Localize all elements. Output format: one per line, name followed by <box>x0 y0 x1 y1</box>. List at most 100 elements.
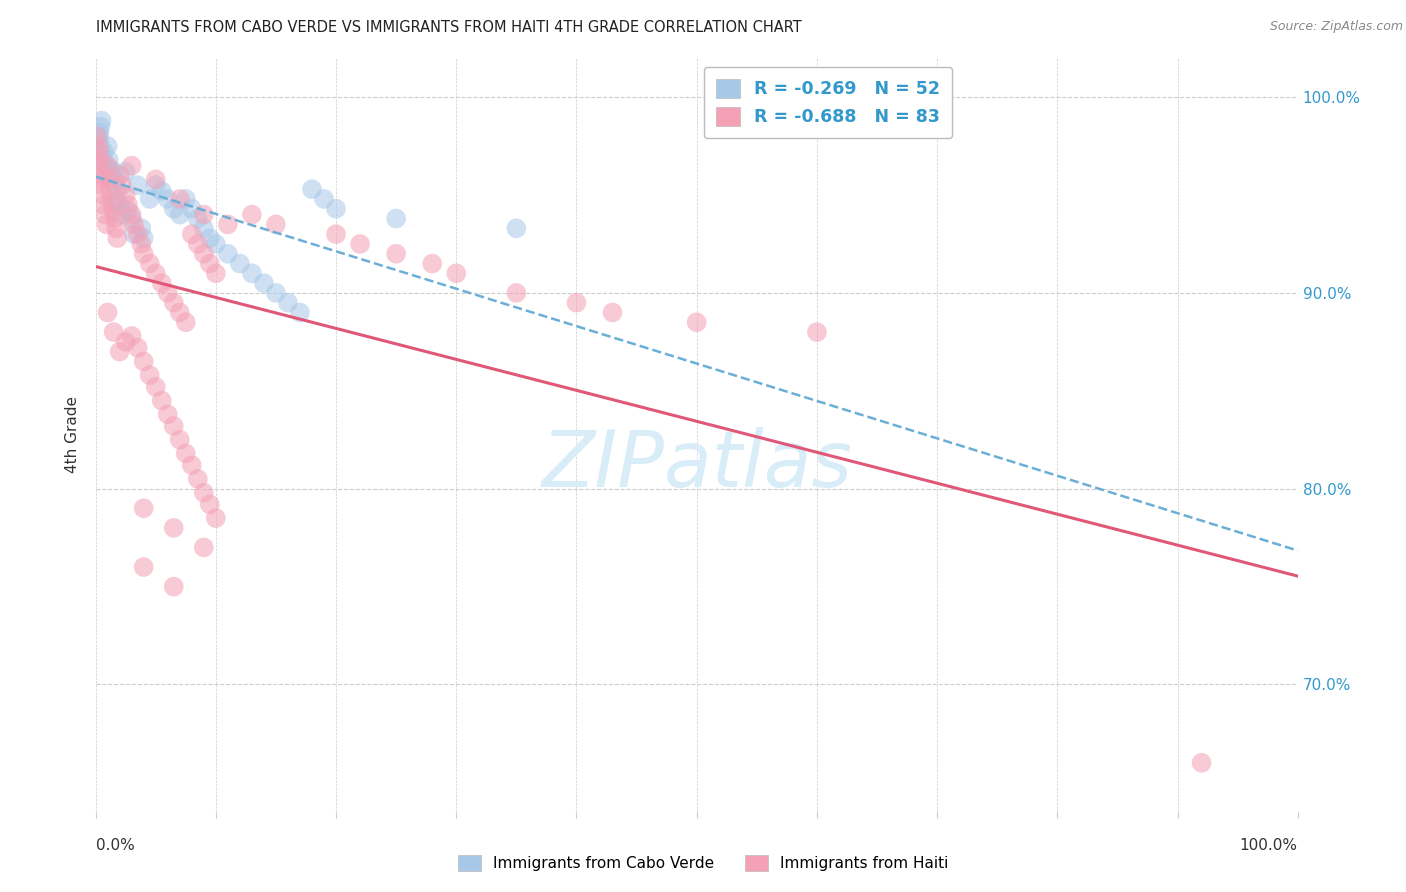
Point <box>89 129 111 144</box>
Point <box>100 172 122 186</box>
Point <box>93 198 115 212</box>
Text: ZIPatlas: ZIPatlas <box>541 427 852 503</box>
Point <box>312 192 335 206</box>
Point <box>180 227 202 242</box>
Text: 100.0%: 100.0% <box>1240 838 1298 853</box>
Point <box>264 285 287 300</box>
Point <box>97 153 120 167</box>
Point <box>132 231 155 245</box>
Point <box>87 139 110 153</box>
Point <box>198 256 221 270</box>
Point <box>180 202 202 216</box>
Point <box>169 208 191 222</box>
Point <box>205 266 228 280</box>
Point <box>1191 756 1213 770</box>
Point <box>104 211 127 226</box>
Point <box>145 266 167 280</box>
Point <box>89 169 111 183</box>
Point <box>87 133 110 147</box>
Point <box>420 256 443 270</box>
Point <box>96 169 118 183</box>
Point <box>98 162 121 177</box>
Point <box>193 541 215 555</box>
Point <box>163 580 186 594</box>
Point <box>105 221 128 235</box>
Point <box>114 164 136 178</box>
Point <box>91 153 114 167</box>
Point <box>385 211 408 226</box>
Point <box>122 218 145 232</box>
Point <box>240 266 263 280</box>
Point <box>97 305 120 319</box>
Point <box>385 246 408 260</box>
Point <box>86 129 108 144</box>
Point <box>129 237 152 252</box>
Point <box>90 178 112 193</box>
Point <box>103 325 125 339</box>
Text: IMMIGRANTS FROM CABO VERDE VS IMMIGRANTS FROM HAITI 4TH GRADE CORRELATION CHART: IMMIGRANTS FROM CABO VERDE VS IMMIGRANTS… <box>96 20 801 35</box>
Point <box>89 145 111 159</box>
Point <box>122 227 145 242</box>
Point <box>163 419 186 434</box>
Point <box>169 192 191 206</box>
Point <box>193 221 215 235</box>
Point <box>89 159 111 173</box>
Point <box>198 497 221 511</box>
Point <box>240 208 263 222</box>
Point <box>132 560 155 574</box>
Point <box>90 113 112 128</box>
Point <box>264 218 287 232</box>
Point <box>301 182 323 196</box>
Point <box>105 192 128 206</box>
Point <box>111 208 134 222</box>
Point <box>288 305 311 319</box>
Point <box>93 145 115 159</box>
Point <box>325 227 347 242</box>
Point <box>325 202 347 216</box>
Point <box>444 266 467 280</box>
Point <box>349 237 371 252</box>
Point <box>94 159 117 173</box>
Legend: Immigrants from Cabo Verde, Immigrants from Haiti: Immigrants from Cabo Verde, Immigrants f… <box>451 849 955 877</box>
Point <box>94 208 117 222</box>
Point <box>100 194 122 208</box>
Point <box>169 433 191 447</box>
Point <box>198 231 221 245</box>
Point <box>277 295 299 310</box>
Text: Source: ZipAtlas.com: Source: ZipAtlas.com <box>1270 20 1403 33</box>
Point <box>108 344 131 359</box>
Point <box>111 178 134 193</box>
Point <box>253 276 276 290</box>
Point <box>89 139 111 153</box>
Point <box>138 368 160 383</box>
Point <box>132 354 155 368</box>
Point <box>132 246 155 260</box>
Point <box>103 164 125 178</box>
Point <box>117 203 139 218</box>
Point <box>505 285 527 300</box>
Point <box>174 315 197 329</box>
Point <box>96 218 118 232</box>
Point <box>163 202 186 216</box>
Point <box>97 172 120 186</box>
Point <box>97 159 120 173</box>
Point <box>217 218 239 232</box>
Point <box>89 153 111 167</box>
Point <box>97 139 120 153</box>
Point <box>117 198 139 212</box>
Point <box>98 184 121 198</box>
Point <box>205 511 228 525</box>
Point <box>163 521 186 535</box>
Point <box>193 485 215 500</box>
Point <box>156 285 179 300</box>
Point <box>105 182 128 196</box>
Point <box>193 208 215 222</box>
Point <box>108 198 131 212</box>
Point <box>174 192 197 206</box>
Point <box>150 276 173 290</box>
Point <box>187 211 209 226</box>
Point <box>129 221 152 235</box>
Point <box>187 472 209 486</box>
Point <box>505 221 527 235</box>
Point <box>156 407 179 421</box>
